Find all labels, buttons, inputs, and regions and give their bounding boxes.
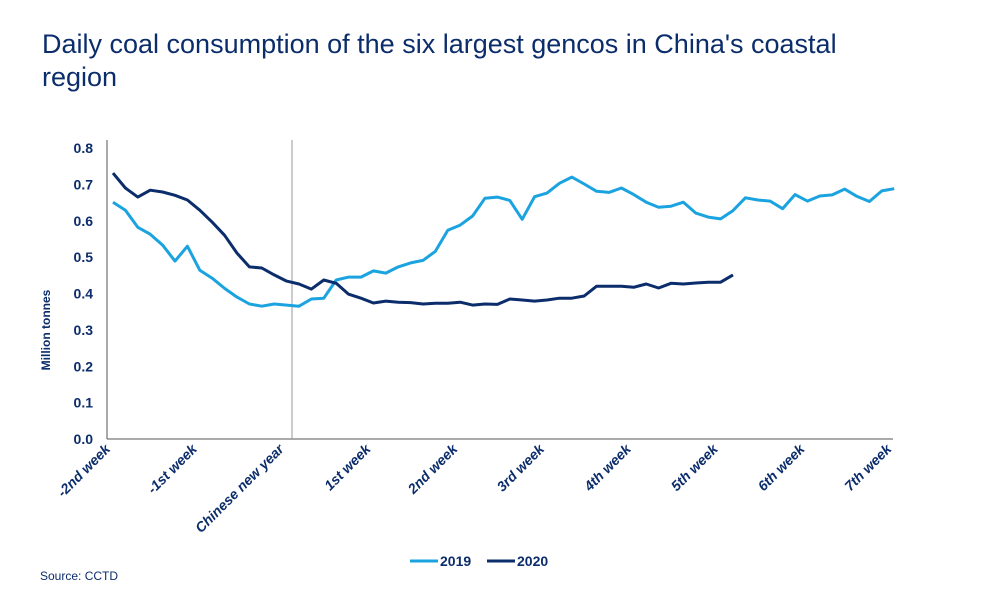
chart-title: Daily coal consumption of the six larges… [42, 29, 837, 92]
y-tick-label: 0.1 [74, 395, 94, 411]
y-tick-label: 0.3 [74, 322, 94, 338]
x-tick-label: 2nd week [404, 440, 461, 497]
y-tick-label: 0.8 [74, 140, 94, 156]
x-tick-label: Chinese new year [192, 440, 288, 536]
x-tick-label: 5th week [668, 440, 722, 494]
x-tick-label: 4th week [580, 440, 635, 495]
x-tick-label: 1st week [321, 440, 374, 493]
x-tick-label: -1st week [144, 440, 201, 497]
legend-label: 2019 [440, 553, 471, 569]
y-tick-label: 0.2 [74, 358, 94, 374]
x-tick-label: 7th week [841, 440, 895, 494]
series-line-2019 [112, 175, 895, 308]
x-tick-label: -2nd week [54, 440, 114, 500]
x-tick-label: 3rd week [493, 440, 548, 495]
source-note: Source: CCTD [40, 569, 119, 583]
y-axis-label: Million tonnes [39, 289, 53, 370]
y-tick-label: 0.4 [74, 286, 94, 302]
y-tick-label: 0.7 [74, 176, 94, 192]
legend-label: 2020 [517, 553, 548, 569]
series-line-2020 [111, 172, 734, 307]
y-tick-label: 0.5 [74, 249, 94, 265]
x-tick-label: 6th week [754, 440, 808, 494]
y-tick-label: 0.6 [74, 213, 94, 229]
y-tick-label: 0.0 [74, 431, 94, 447]
